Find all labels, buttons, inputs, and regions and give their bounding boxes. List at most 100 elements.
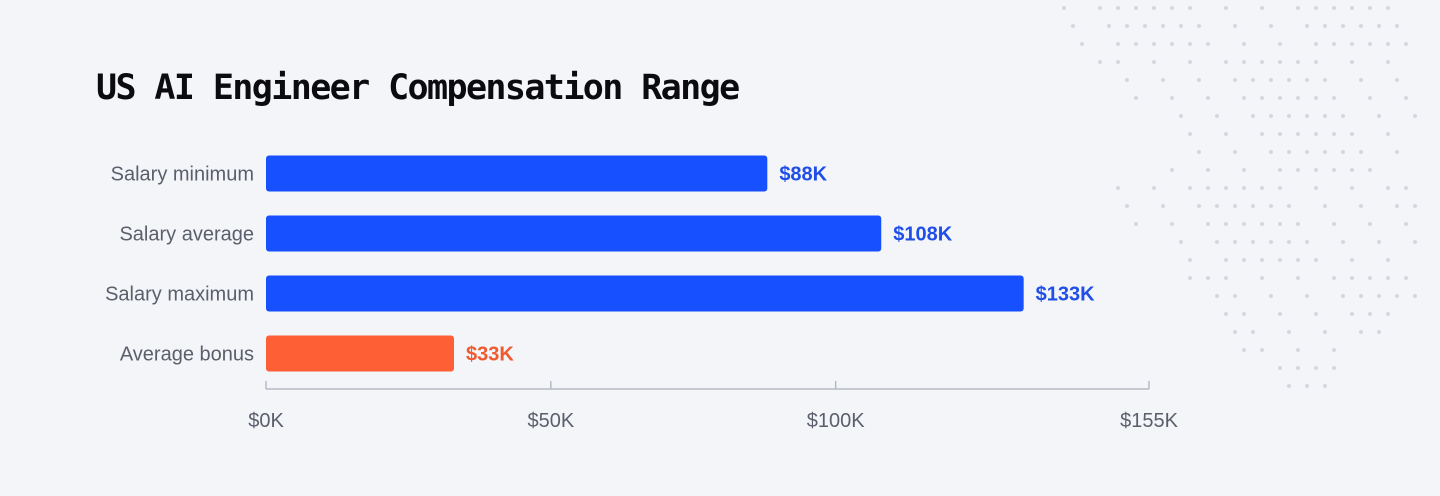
decorative-dot — [1305, 384, 1309, 388]
decorative-dot — [1386, 186, 1390, 190]
decorative-dot — [1134, 96, 1138, 100]
decorative-dot — [1134, 42, 1138, 46]
decorative-dot — [1224, 276, 1228, 280]
decorative-dot — [1260, 258, 1264, 262]
decorative-dot — [1332, 168, 1336, 172]
decorative-dot — [1143, 24, 1147, 28]
decorative-dot — [1170, 96, 1174, 100]
decorative-dot — [1152, 42, 1156, 46]
decorative-dot — [1350, 186, 1354, 190]
decorative-dot — [1377, 294, 1381, 298]
bar — [266, 215, 882, 252]
decorative-dot — [1323, 24, 1327, 28]
decorative-dot — [1386, 60, 1390, 64]
decorative-dot — [1152, 186, 1156, 190]
decorative-dot — [1314, 186, 1318, 190]
decorative-dot — [1224, 60, 1228, 64]
decorative-dot — [1224, 222, 1228, 226]
decorative-dot — [1170, 222, 1174, 226]
bar — [266, 155, 768, 192]
decorative-dot — [1188, 60, 1192, 64]
decorative-dot — [1242, 168, 1246, 172]
decorative-dot — [1116, 60, 1120, 64]
decorative-dot — [1305, 78, 1309, 82]
decorative-dot — [1296, 96, 1300, 100]
decorative-dot — [1368, 168, 1372, 172]
bars: Salary minimum $88K Salary average $108K Sal… — [105, 155, 1095, 372]
decorative-dot — [1332, 276, 1336, 280]
decorative-dot — [1323, 150, 1327, 154]
decorative-dot — [1404, 42, 1408, 46]
category-label: Salary average — [119, 224, 254, 246]
decorative-dot — [1332, 96, 1336, 100]
decorative-dot — [1278, 168, 1282, 172]
bar — [266, 335, 454, 372]
decorative-dot — [1368, 6, 1372, 10]
decorative-dot — [1368, 42, 1372, 46]
decorative-dot — [1206, 168, 1210, 172]
decorative-dot — [1395, 24, 1399, 28]
decorative-dot — [1179, 240, 1183, 244]
decorative-dot — [1296, 366, 1300, 370]
decorative-dot — [1368, 276, 1372, 280]
x-axis: $0K $50K $100K $155K — [248, 381, 1179, 432]
decorative-dot — [1251, 78, 1255, 82]
decorative-dot — [1062, 6, 1066, 10]
decorative-dot — [1269, 150, 1273, 154]
decorative-dot — [1314, 6, 1318, 10]
decorative-dot — [1296, 132, 1300, 136]
x-tick-label: $100K — [807, 410, 865, 432]
decorative-dot — [1269, 24, 1273, 28]
decorative-dot — [1404, 186, 1408, 190]
decorative-dot — [1107, 24, 1111, 28]
decorative-dot — [1350, 312, 1354, 316]
decorative-dot — [1323, 384, 1327, 388]
decorative-dot — [1260, 222, 1264, 226]
decorative-dot — [1287, 78, 1291, 82]
decorative-dot — [1233, 150, 1237, 154]
decorative-dot — [1314, 96, 1318, 100]
decorative-dot — [1242, 222, 1246, 226]
decorative-dot — [1188, 42, 1192, 46]
decorative-dot — [1260, 96, 1264, 100]
decorative-dot — [1341, 294, 1345, 298]
decorative-dot — [1260, 348, 1264, 352]
value-label: $33K — [466, 344, 514, 366]
decorative-dot — [1260, 132, 1264, 136]
decorative-dot — [1350, 42, 1354, 46]
decorative-dot — [1359, 204, 1363, 208]
decorative-dot — [1278, 186, 1282, 190]
decorative-dot — [1332, 222, 1336, 226]
decorative-dot — [1368, 222, 1372, 226]
decorative-dot — [1377, 114, 1381, 118]
decorative-dot — [1197, 204, 1201, 208]
decorative-dot — [1350, 6, 1354, 10]
decorative-dot — [1242, 42, 1246, 46]
category-label: Salary maximum — [105, 284, 254, 306]
decorative-dot — [1413, 204, 1417, 208]
decorative-dot — [1395, 294, 1399, 298]
decorative-dot — [1161, 78, 1165, 82]
decorative-dot — [1314, 132, 1318, 136]
decorative-dot — [1260, 186, 1264, 190]
decorative-dot — [1404, 276, 1408, 280]
decorative-dot — [1215, 204, 1219, 208]
decorative-dot — [1386, 312, 1390, 316]
decorative-dot — [1224, 312, 1228, 316]
decorative-dot — [1278, 222, 1282, 226]
decorative-dot — [1350, 258, 1354, 262]
decorative-dot — [1116, 42, 1120, 46]
decorative-dot — [1386, 6, 1390, 10]
decorative-dot — [1116, 6, 1120, 10]
decorative-dot — [1323, 330, 1327, 334]
decorative-dot — [1296, 348, 1300, 352]
decorative-dot — [1341, 150, 1345, 154]
decorative-dot — [1179, 24, 1183, 28]
value-label: $88K — [779, 164, 827, 186]
decorative-dot — [1296, 276, 1300, 280]
decorative-dot — [1233, 78, 1237, 82]
decorative-dot — [1233, 240, 1237, 244]
decorative-dot — [1395, 78, 1399, 82]
decorative-dot — [1242, 312, 1246, 316]
decorative-dot — [1305, 150, 1309, 154]
